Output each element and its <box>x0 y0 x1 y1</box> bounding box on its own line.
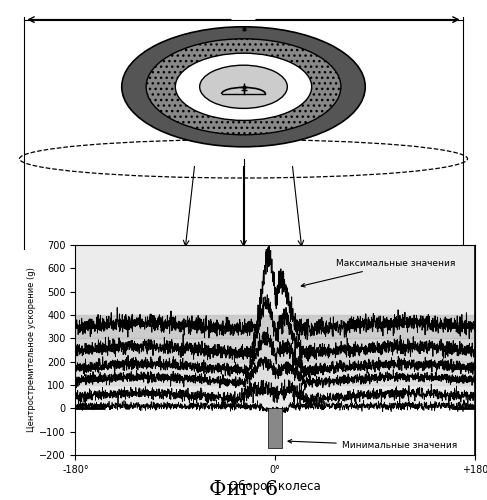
Bar <box>75 408 475 455</box>
Bar <box>75 338 475 361</box>
Bar <box>268 408 282 448</box>
Text: Минимальные значения: Минимальные значения <box>288 440 457 450</box>
Circle shape <box>200 65 287 108</box>
X-axis label: Оборот колеса: Оборот колеса <box>229 480 321 494</box>
Y-axis label: Центростремительное ускорение (g): Центростремительное ускорение (g) <box>27 268 37 432</box>
Circle shape <box>146 39 341 135</box>
Text: Максимальные значения: Максимальные значения <box>301 259 455 287</box>
Bar <box>75 315 475 338</box>
Circle shape <box>175 53 312 120</box>
Text: Фиг. 6: Фиг. 6 <box>209 480 278 499</box>
Bar <box>75 385 475 408</box>
Circle shape <box>122 27 365 147</box>
Bar <box>75 362 475 385</box>
Bar <box>75 245 475 315</box>
